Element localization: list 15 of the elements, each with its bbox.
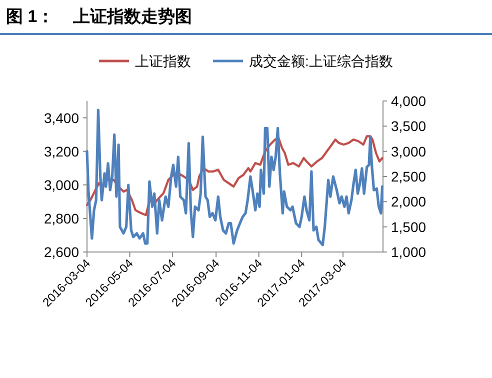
y2tick: 3,000 <box>391 143 426 160</box>
ytick: 3,200 <box>44 143 79 160</box>
ytick: 3,000 <box>44 176 79 193</box>
legend-label: 上证指数 <box>135 53 192 69</box>
y2tick: 4,000 <box>391 93 426 109</box>
y2tick: 1,500 <box>391 218 426 235</box>
y2tick: 2,500 <box>391 168 426 184</box>
ytick: 2,800 <box>44 210 79 226</box>
ytick: 3,400 <box>44 110 79 126</box>
legend-label: 成交金额:上证综合指数 <box>249 53 393 69</box>
title: 图 1： 上证指数走势图 <box>6 7 192 26</box>
ytick: 2,600 <box>44 244 79 260</box>
y2tick: 1,000 <box>391 244 426 260</box>
y2tick: 2,000 <box>391 194 426 210</box>
y2tick: 3,500 <box>391 118 426 134</box>
